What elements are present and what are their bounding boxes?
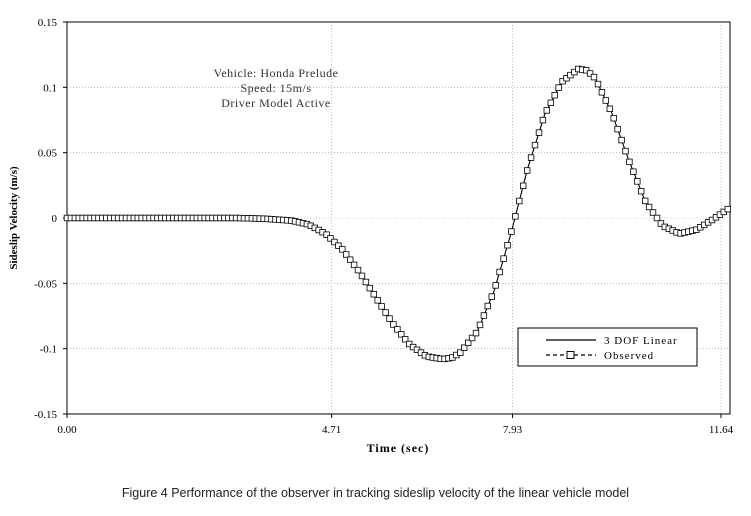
y-axis-ticks: -0.15 -0.1 -0.05 0 0.05 0.1 0.15	[34, 17, 67, 421]
observed-marker	[524, 167, 531, 174]
observed-marker	[645, 203, 653, 211]
legend-label-3dof-linear: 3 DOF Linear	[604, 335, 678, 347]
observed-marker	[543, 107, 550, 114]
observed-marker	[492, 282, 499, 289]
observed-marker	[464, 339, 472, 346]
observed-marker	[586, 70, 594, 77]
observed-marker	[362, 278, 370, 286]
annotation-vehicle: Vehicle: Honda Prelude	[214, 66, 339, 80]
observed-marker	[457, 349, 464, 356]
observed-marker	[634, 178, 641, 185]
observed-marker	[539, 116, 547, 124]
sideslip-velocity-chart: -0.15 -0.1 -0.05 0 0.05 0.1 0.15 0.00 4.71 7.93 1…	[8, 17, 734, 455]
observed-marker	[358, 272, 366, 280]
observed-marker	[390, 321, 397, 328]
observed-marker	[394, 326, 401, 333]
observed-marker	[610, 115, 617, 122]
observed-marker	[626, 158, 633, 166]
observed-marker	[535, 129, 543, 136]
y-tick-label: -0.15	[34, 409, 57, 421]
x-tick-label: 4.71	[322, 424, 341, 436]
observed-marker	[551, 92, 558, 99]
legend-marker-observed	[566, 351, 575, 359]
observed-marker	[500, 255, 507, 262]
observed-marker	[508, 228, 515, 235]
observed-marker	[590, 73, 598, 81]
observed-marker	[618, 136, 625, 144]
annotation-speed: Speed: 15m/s	[241, 81, 312, 95]
observed-marker	[335, 242, 342, 249]
y-tick-label: 0.15	[38, 17, 58, 29]
observed-marker	[386, 315, 393, 322]
observed-marker	[504, 241, 511, 249]
observed-marker	[606, 105, 613, 112]
observed-marker	[366, 284, 373, 292]
observed-marker	[401, 335, 409, 343]
observed-marker	[488, 293, 495, 300]
observed-marker	[555, 84, 562, 91]
observed-marker	[398, 331, 405, 338]
observed-marker	[598, 89, 606, 96]
observed-marker	[520, 182, 527, 189]
observed-marker	[480, 312, 488, 319]
y-tick-label: 0.05	[38, 148, 58, 160]
observed-marker	[649, 209, 657, 216]
observed-marker	[354, 266, 362, 274]
x-tick-label: 7.93	[503, 424, 523, 436]
observed-marker	[638, 187, 645, 195]
observed-marker	[630, 168, 637, 175]
y-tick-label: 0.1	[43, 82, 57, 94]
legend: 3 DOF Linear Observed	[517, 327, 698, 367]
observed-marker	[339, 246, 346, 253]
observed-marker	[374, 297, 381, 304]
x-tick-label: 0.00	[57, 424, 77, 436]
observed-marker	[516, 197, 523, 205]
observed-marker	[346, 256, 354, 263]
observed-marker	[594, 80, 602, 88]
x-tick-label: 11.64	[709, 424, 734, 436]
observed-marker	[496, 268, 503, 276]
figure-caption: Figure 4 Performance of the observer in …	[121, 486, 630, 500]
observed-marker	[342, 251, 350, 258]
observed-marker	[512, 213, 519, 220]
observed-marker	[460, 344, 468, 351]
observed-marker	[350, 261, 358, 269]
y-tick-label: -0.05	[34, 278, 57, 290]
observed-marker	[331, 238, 338, 246]
observed-marker	[527, 154, 535, 161]
observed-marker	[468, 334, 476, 342]
observed-marker	[370, 290, 377, 298]
y-tick-label: 0	[52, 213, 58, 225]
legend-box	[517, 327, 698, 367]
observed-marker	[642, 197, 649, 205]
chart-annotation: Vehicle: Honda Prelude Speed: 15m/s Driv…	[214, 66, 339, 110]
observed-marker	[657, 220, 665, 227]
observed-marker	[547, 99, 554, 106]
observed-markers	[63, 65, 731, 363]
observed-marker	[602, 97, 609, 104]
observed-marker	[724, 205, 731, 213]
observed-marker	[327, 235, 334, 242]
observed-marker	[484, 302, 491, 310]
legend-label-observed: Observed	[604, 350, 654, 362]
x-axis-label: Time (sec)	[367, 441, 430, 455]
observed-marker	[476, 321, 484, 329]
observed-marker	[614, 125, 621, 133]
x-axis-ticks: 0.00 4.71 7.93 11.64	[57, 414, 734, 436]
observed-marker	[622, 147, 629, 155]
observed-marker	[653, 214, 661, 222]
observed-marker	[382, 309, 389, 316]
observed-marker	[472, 329, 480, 337]
y-tick-label: -0.1	[40, 344, 57, 356]
observed-marker	[323, 231, 330, 238]
observed-marker	[378, 303, 385, 310]
y-axis-label: Sideslip Velocity (m/s)	[8, 166, 20, 270]
observed-marker	[531, 141, 539, 149]
annotation-driver-model: Driver Model Active	[221, 96, 330, 110]
